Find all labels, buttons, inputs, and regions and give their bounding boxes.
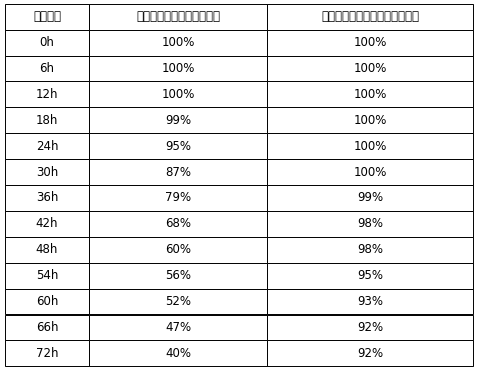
Bar [5, 211, 89, 237]
Text: 68%: 68% [165, 217, 191, 231]
Text: 保养时间: 保养时间 [33, 10, 61, 23]
Bar [89, 30, 267, 56]
Bar [5, 30, 89, 56]
Text: 6h: 6h [40, 62, 54, 75]
Text: 66h: 66h [36, 321, 58, 334]
Bar [5, 237, 89, 263]
Text: 42h: 42h [36, 217, 58, 231]
Bar [5, 133, 89, 159]
Text: 47%: 47% [165, 321, 191, 334]
Bar [267, 159, 473, 185]
Text: 72h: 72h [36, 347, 58, 360]
Text: 100%: 100% [353, 88, 387, 101]
Text: 100%: 100% [353, 62, 387, 75]
Bar [89, 263, 267, 289]
Bar [89, 133, 267, 159]
Text: 12h: 12h [36, 88, 58, 101]
Text: 本发明保养液保养后的细胞活力: 本发明保养液保养后的细胞活力 [321, 10, 419, 23]
Bar [267, 4, 473, 30]
Text: 79%: 79% [165, 191, 191, 205]
Bar [5, 4, 89, 30]
Bar [267, 185, 473, 211]
Text: 100%: 100% [162, 88, 195, 101]
Text: 56%: 56% [165, 269, 191, 282]
Text: 99%: 99% [165, 114, 191, 127]
Bar [267, 263, 473, 289]
Bar [89, 81, 267, 107]
Text: 99%: 99% [357, 191, 383, 205]
Bar [267, 107, 473, 133]
Bar [5, 81, 89, 107]
Bar [89, 4, 267, 30]
Bar [5, 314, 89, 340]
Bar [89, 289, 267, 314]
Text: 92%: 92% [357, 347, 383, 360]
Text: 生理盐水保养后的细胞活力: 生理盐水保养后的细胞活力 [136, 10, 220, 23]
Bar [267, 133, 473, 159]
Bar [267, 30, 473, 56]
Text: 30h: 30h [36, 165, 58, 179]
Bar [267, 314, 473, 340]
Bar [89, 211, 267, 237]
Bar [267, 289, 473, 314]
Text: 100%: 100% [353, 114, 387, 127]
Bar [89, 237, 267, 263]
Bar [5, 107, 89, 133]
Text: 24h: 24h [36, 139, 58, 153]
Text: 100%: 100% [353, 36, 387, 49]
Text: 40%: 40% [165, 347, 191, 360]
Text: 100%: 100% [162, 62, 195, 75]
Text: 98%: 98% [357, 243, 383, 256]
Bar [89, 107, 267, 133]
Bar [89, 340, 267, 366]
Bar [5, 340, 89, 366]
Bar [267, 56, 473, 81]
Bar [89, 56, 267, 81]
Text: 93%: 93% [357, 295, 383, 308]
Text: 98%: 98% [357, 217, 383, 231]
Bar [5, 185, 89, 211]
Bar [89, 185, 267, 211]
Text: 100%: 100% [162, 36, 195, 49]
Text: 52%: 52% [165, 295, 191, 308]
Text: 60%: 60% [165, 243, 191, 256]
Text: 87%: 87% [165, 165, 191, 179]
Text: 0h: 0h [40, 36, 54, 49]
Bar [89, 314, 267, 340]
Text: 54h: 54h [36, 269, 58, 282]
Bar [89, 159, 267, 185]
Bar [5, 56, 89, 81]
Text: 60h: 60h [36, 295, 58, 308]
Bar [5, 159, 89, 185]
Bar [267, 211, 473, 237]
Text: 92%: 92% [357, 321, 383, 334]
Text: 36h: 36h [36, 191, 58, 205]
Text: 95%: 95% [165, 139, 191, 153]
Bar [267, 340, 473, 366]
Text: 100%: 100% [353, 139, 387, 153]
Text: 48h: 48h [36, 243, 58, 256]
Bar [5, 263, 89, 289]
Bar [267, 237, 473, 263]
Text: 100%: 100% [353, 165, 387, 179]
Bar [267, 81, 473, 107]
Text: 18h: 18h [36, 114, 58, 127]
Text: 95%: 95% [357, 269, 383, 282]
Bar [5, 289, 89, 314]
